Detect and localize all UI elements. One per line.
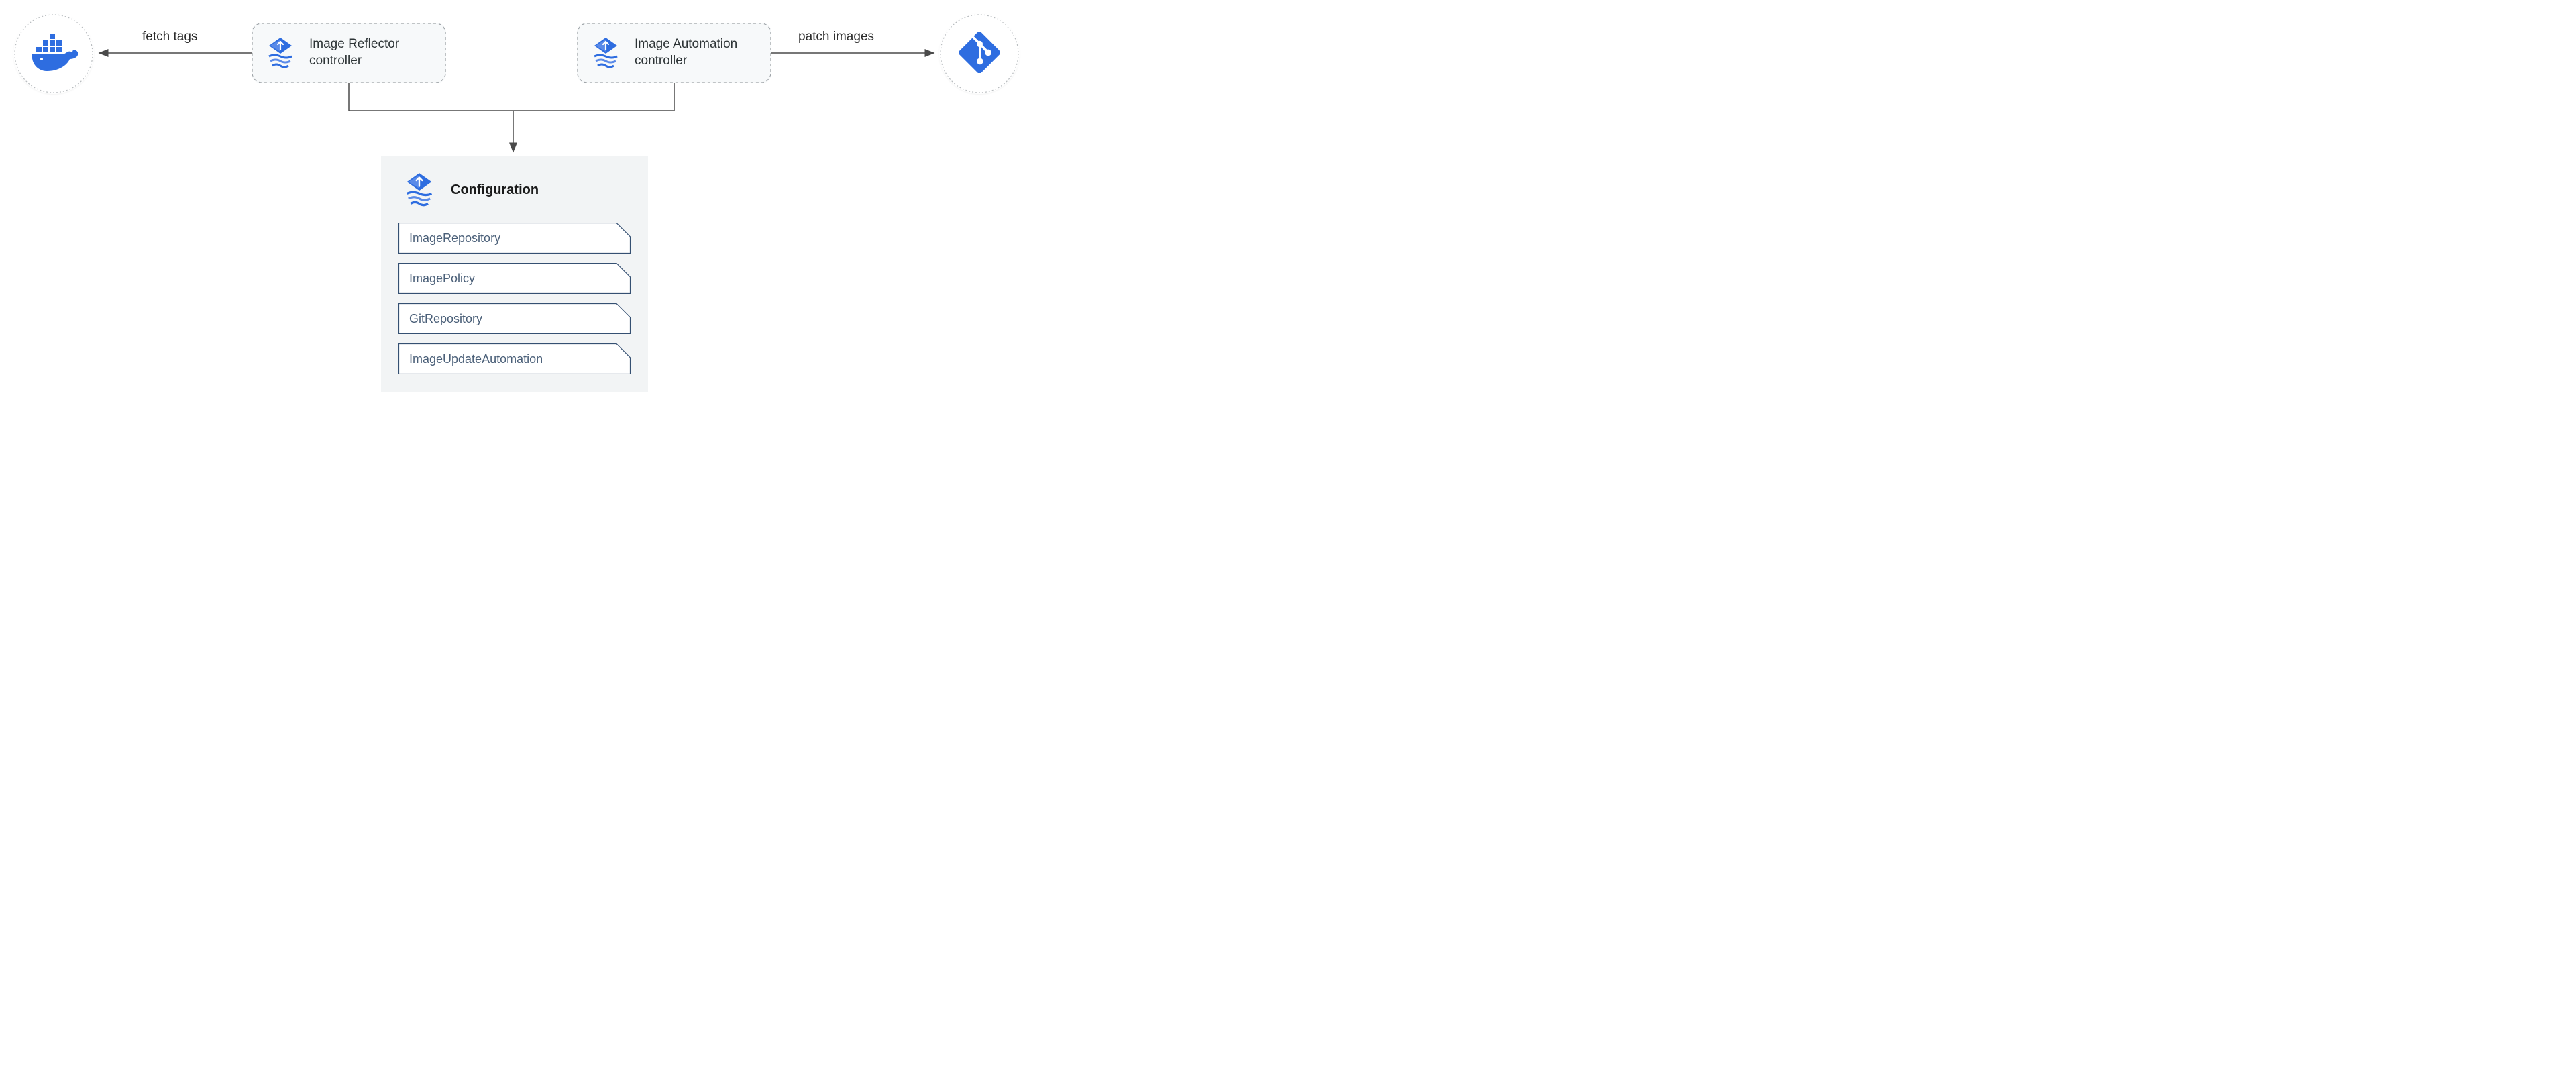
reflector-label-line2: controller xyxy=(309,53,399,70)
node-git xyxy=(939,13,1020,94)
reflector-label-line1: Image Reflector xyxy=(309,36,399,53)
config-item-image-repository: ImageRepository xyxy=(398,223,631,254)
config-item-label: ImagePolicy xyxy=(409,272,475,286)
diagram-canvas: fetch tags patch images xyxy=(0,0,1046,436)
flux-icon xyxy=(589,36,623,70)
config-header: Configuration xyxy=(398,172,631,208)
edge-label-fetch-tags: fetch tags xyxy=(142,30,197,44)
config-item-label: ImageRepository xyxy=(409,231,500,246)
automation-label-line2: controller xyxy=(635,53,737,70)
flux-icon xyxy=(264,36,297,70)
edge-automation-to-config xyxy=(513,83,674,111)
config-item-git-repository: GitRepository xyxy=(398,303,631,334)
automation-label: Image Automation controller xyxy=(635,36,737,69)
config-item-image-update-automation: ImageUpdateAutomation xyxy=(398,343,631,374)
node-docker xyxy=(13,13,94,94)
edge-label-patch-images: patch images xyxy=(798,30,874,44)
node-image-reflector-controller: Image Reflector controller xyxy=(252,23,446,83)
config-item-image-policy: ImagePolicy xyxy=(398,263,631,294)
config-item-label: GitRepository xyxy=(409,312,482,326)
docker-icon xyxy=(28,34,79,74)
config-item-label: ImageUpdateAutomation xyxy=(409,352,543,366)
config-items-list: ImageRepository ImagePolicy GitRepositor… xyxy=(398,223,631,374)
node-image-automation-controller: Image Automation controller xyxy=(577,23,771,83)
git-icon xyxy=(959,32,1000,76)
node-configuration-panel: Configuration ImageRepository ImagePolic… xyxy=(381,156,648,392)
automation-label-line1: Image Automation xyxy=(635,36,737,53)
reflector-label: Image Reflector controller xyxy=(309,36,399,69)
edge-reflector-to-config xyxy=(349,83,513,111)
config-title: Configuration xyxy=(451,182,539,198)
flux-icon xyxy=(401,172,437,208)
